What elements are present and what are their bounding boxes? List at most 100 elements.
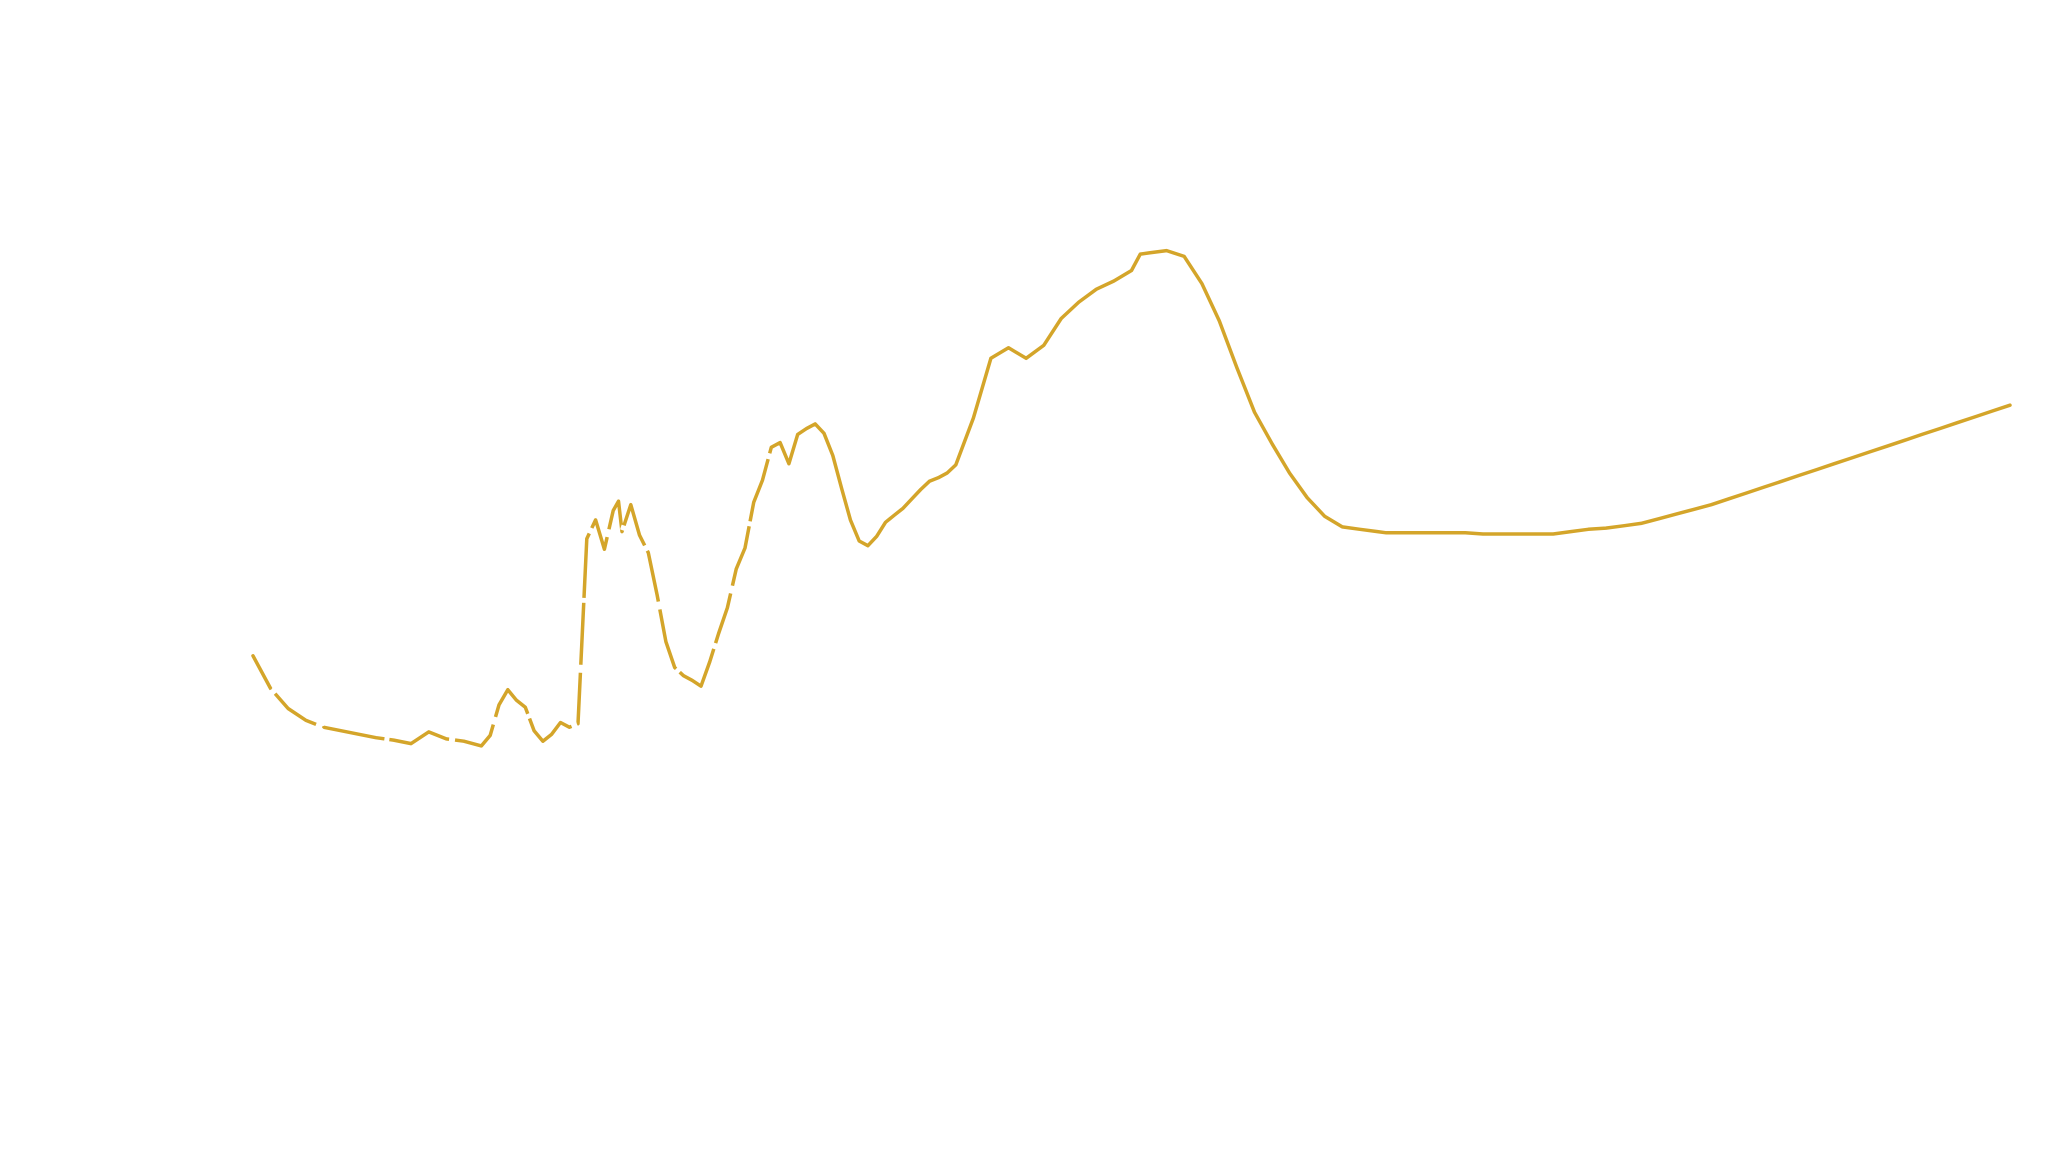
series-0-point-103 <box>1534 532 1537 536</box>
series-0-point-8 <box>392 738 395 742</box>
series-0-point-16 <box>506 688 509 691</box>
series-0-point-68 <box>954 463 957 467</box>
series-0-point-101 <box>1499 532 1502 536</box>
series-0-point-1 <box>269 687 272 690</box>
series-0-point-116 <box>1762 485 1766 489</box>
series-0-point-9 <box>409 742 413 745</box>
series-0-point-76 <box>1095 288 1098 291</box>
series-0-point-6 <box>357 733 360 736</box>
series-0-point-2 <box>286 707 290 710</box>
series-0-point-96 <box>1411 531 1414 534</box>
series-0-point-114 <box>1727 497 1731 500</box>
series-0-point-32 <box>638 533 641 537</box>
series-0-point-91 <box>1341 525 1344 529</box>
series-0-point-53 <box>822 432 826 435</box>
series-0-point-119 <box>1815 468 1818 471</box>
series-0-point-45 <box>752 501 755 504</box>
series-0-point-4 <box>322 726 325 729</box>
series-0-point-126 <box>1938 427 1941 430</box>
series-0-point-97 <box>1429 531 1432 534</box>
series-0-point-110 <box>1657 517 1660 520</box>
series-0-point-5 <box>339 729 343 732</box>
series-0-point-82 <box>1183 255 1186 258</box>
series-0-point-60 <box>884 521 887 524</box>
series-0-point-64 <box>919 488 922 491</box>
series-0-point-108 <box>1622 524 1625 527</box>
series-0-point-31 <box>629 503 632 506</box>
series-0-point-123 <box>1885 445 1889 448</box>
series-0-point-113 <box>1710 503 1713 506</box>
series-0-point-69 <box>972 416 975 420</box>
series-0-point-25 <box>585 537 588 540</box>
series-0-point-120 <box>1833 462 1836 465</box>
series-0-point-121 <box>1850 456 1854 460</box>
series-0-point-46 <box>761 478 764 482</box>
series-0-point-48 <box>778 441 782 444</box>
series-0-point-22 <box>559 721 562 724</box>
series-0-point-15 <box>497 703 501 707</box>
series-0-point-19 <box>532 729 536 732</box>
series-0-point-29 <box>617 500 620 503</box>
series-0-point-93 <box>1376 530 1379 533</box>
series-0-point-58 <box>866 544 870 547</box>
series-0-point-98 <box>1446 531 1450 534</box>
series-0-point-125 <box>1920 433 1924 436</box>
series-0-point-87 <box>1270 442 1274 445</box>
series-0-point-86 <box>1253 411 1256 414</box>
series-0-point-23 <box>568 726 571 729</box>
series-0-point-33 <box>647 551 650 554</box>
series-0-point-52 <box>814 422 817 426</box>
series-0-gaps <box>250 439 781 749</box>
series-0-point-20 <box>541 740 545 743</box>
series-0-point-41 <box>717 632 720 635</box>
series-0-point-77 <box>1112 279 1116 283</box>
series-0-point-79 <box>1139 252 1142 256</box>
series-0-point-50 <box>796 433 799 436</box>
series-0-point-100 <box>1481 532 1485 536</box>
series-0-point-24 <box>576 722 580 725</box>
series-0-point-90 <box>1323 515 1327 518</box>
series-0-point-7 <box>374 736 378 739</box>
series-0-point-55 <box>840 487 843 490</box>
series-0-point-104 <box>1552 532 1555 536</box>
series-0-point-17 <box>515 699 518 702</box>
series-0-point-28 <box>612 509 615 512</box>
series-0-point-83 <box>1200 282 1204 285</box>
series-0-point-51 <box>805 427 808 430</box>
series-0-point-75 <box>1077 300 1081 304</box>
series-0-point-92 <box>1358 528 1362 531</box>
series-0-point-35 <box>664 640 668 643</box>
series-0-point-49 <box>787 462 791 465</box>
series-0-point-3 <box>304 719 307 722</box>
series-0-point-118 <box>1798 474 1801 477</box>
series-0-point-65 <box>928 480 931 483</box>
series-0-point-88 <box>1288 471 1291 475</box>
series-0-point-39 <box>699 685 703 688</box>
series-0-point-12 <box>462 740 465 743</box>
series-0-point-107 <box>1604 526 1608 530</box>
series-0-point-11 <box>445 737 448 741</box>
series-0-point-74 <box>1060 317 1063 320</box>
series-0-point-62 <box>901 507 905 510</box>
series-0-point-56 <box>849 518 852 522</box>
series-0-point-38 <box>691 679 694 682</box>
series-0-point-44 <box>743 546 747 550</box>
series-0-point-57 <box>858 539 861 543</box>
series-0-point-111 <box>1675 512 1678 516</box>
series-0-point-36 <box>673 666 676 669</box>
series-0-point-106 <box>1587 528 1590 531</box>
plot-layer <box>250 248 2012 749</box>
series-0-point-59 <box>875 535 878 538</box>
series-0-point-37 <box>682 674 685 677</box>
series-0-point-95 <box>1393 531 1397 534</box>
series-0-point-122 <box>1868 450 1871 454</box>
series-0-point-30 <box>620 530 624 533</box>
series-0-point-94 <box>1385 531 1388 534</box>
series-0-point-102 <box>1516 532 1520 536</box>
series-0-point-34 <box>655 593 659 597</box>
series-0-point-0 <box>251 654 255 657</box>
series-0-point-128 <box>1973 415 1977 419</box>
series-0-point-109 <box>1639 522 1643 525</box>
